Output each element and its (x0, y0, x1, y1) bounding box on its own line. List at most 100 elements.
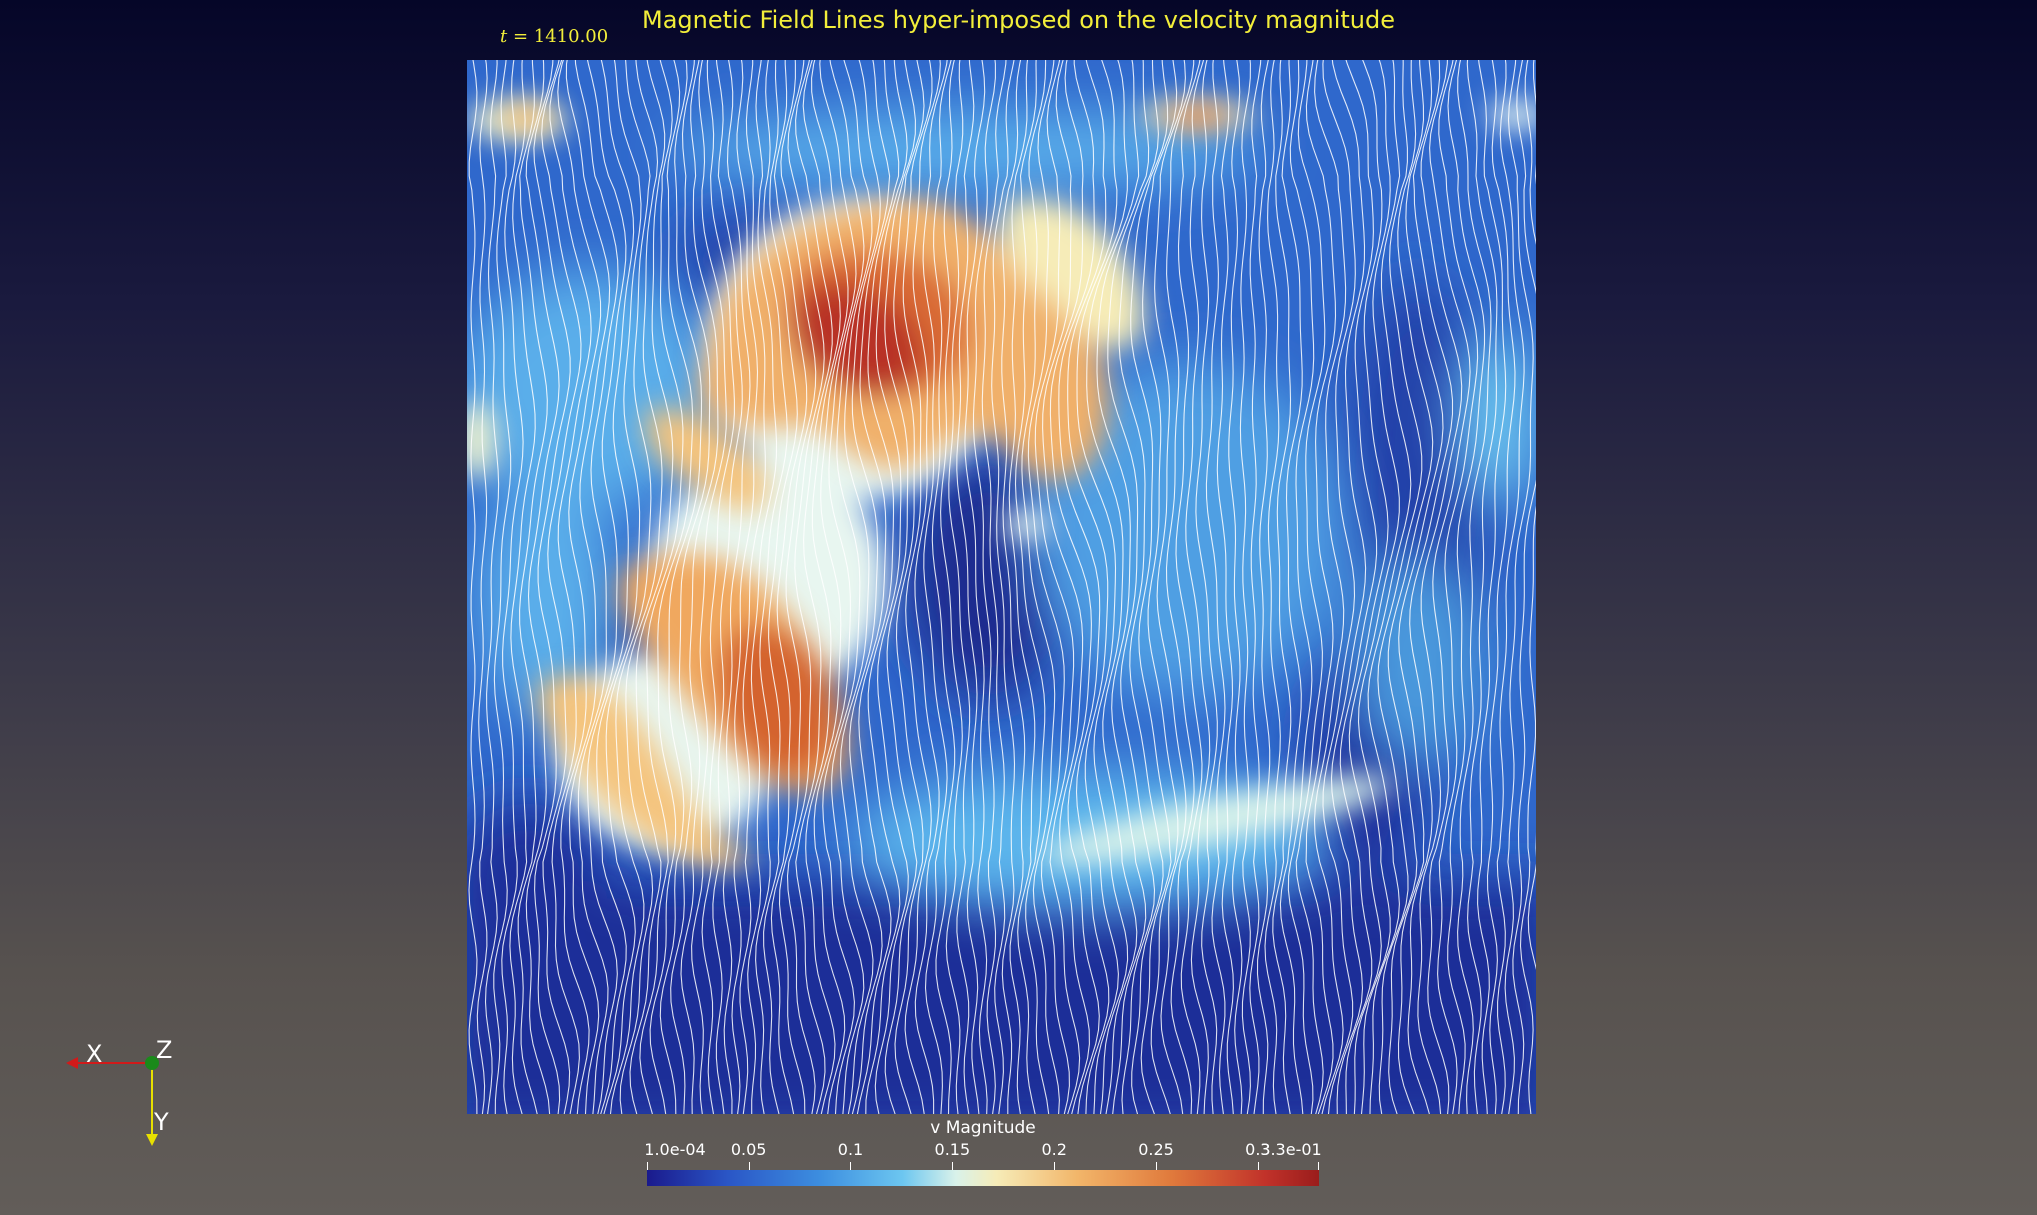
field-line (670, 60, 711, 1114)
field-line (1305, 60, 1337, 1114)
field-line (956, 60, 980, 1114)
field-line (1165, 60, 1195, 1114)
field-line (574, 60, 619, 1114)
field-line (1228, 60, 1243, 1114)
field-line (639, 60, 684, 1114)
plot-title: Magnetic Field Lines hyper-imposed on th… (0, 6, 2037, 34)
field-line (1279, 60, 1304, 1114)
field-line (1466, 60, 1498, 1114)
field-line (839, 60, 874, 1114)
field-line (755, 60, 788, 1114)
field-line (1239, 60, 1251, 1114)
field-line (1264, 60, 1281, 1114)
field-line (1427, 60, 1471, 1114)
field-line (1107, 60, 1156, 1114)
field-line (1367, 60, 1412, 1114)
color-legend-tick-label: 1.0e-04 (644, 1140, 706, 1159)
field-line (964, 60, 988, 1114)
field-line (1527, 60, 1536, 970)
color-legend-tick-mark (647, 1162, 648, 1170)
field-line (501, 60, 524, 1114)
y-axis-label: Y (154, 1108, 169, 1136)
field-line (1096, 60, 1147, 1114)
field-line (1008, 60, 1036, 1114)
field-line (586, 60, 627, 1114)
field-line (1407, 60, 1454, 1114)
field-line (1348, 60, 1389, 1114)
field-line (1042, 60, 1090, 1114)
field-line (1034, 60, 1081, 1114)
field-line (1067, 60, 1119, 1114)
field-line (948, 60, 971, 1114)
x-axis-arrow-icon (66, 1057, 78, 1069)
color-legend-ticks: 1.0e-04 0.05 0.1 0.15 0.2 0.25 0.3 3.3e-01 (644, 1140, 1322, 1164)
field-line (1205, 60, 1226, 1114)
color-legend-tick-label: 0.3 (1245, 1140, 1271, 1159)
color-legend-tick-mark (952, 1162, 954, 1170)
field-line (1086, 60, 1138, 1114)
field-line (557, 60, 602, 1114)
field-line (712, 60, 743, 1114)
field-line (1195, 60, 1218, 1114)
color-legend-tick-mark (748, 1162, 750, 1170)
field-line (763, 60, 798, 1114)
field-line (629, 60, 674, 1114)
field-line (1512, 60, 1536, 1114)
mid-velocity-regions (467, 110, 1536, 910)
field-line (786, 60, 825, 1114)
field-line (884, 60, 918, 1114)
color-legend-tick-mark (850, 1162, 852, 1170)
field-line (893, 60, 925, 1114)
field-line (747, 60, 778, 1114)
field-line (619, 60, 663, 1114)
field-line (565, 60, 611, 1114)
field-line (1216, 60, 1234, 1114)
time-value: = 1410.00 (507, 26, 609, 47)
field-line (493, 60, 512, 1114)
field-line (731, 60, 759, 1114)
field-line (829, 60, 865, 1114)
field-line (1001, 60, 1026, 1114)
field-line (1142, 60, 1179, 1114)
field-line (1377, 60, 1423, 1114)
field-line (1357, 60, 1400, 1114)
x-axis-label: X (86, 1040, 103, 1068)
field-line (468, 60, 478, 1114)
velocity-magnitude-field-view[interactable] (467, 60, 1536, 1114)
field-line (1477, 60, 1507, 1114)
field-line (1417, 60, 1463, 1114)
field-line (722, 60, 751, 1114)
field-line (596, 60, 635, 1114)
color-legend-tick-label: 0.15 (934, 1140, 971, 1159)
field-line (525, 60, 560, 1114)
color-legend-tick-label: 3.3e-01 (1260, 1140, 1322, 1159)
field-line (865, 60, 901, 1114)
field-render (467, 60, 1536, 1114)
field-line (1339, 60, 1378, 1114)
color-legend: v Magnitude 1.0e-04 0.05 0.1 0.15 0.2 0.25 0.3… (644, 1118, 1322, 1198)
field-line (1330, 60, 1367, 1114)
field-line (476, 60, 488, 1114)
field-line (1387, 60, 1434, 1114)
color-legend-tick-label: 0.25 (1138, 1140, 1174, 1159)
orientation-axes[interactable]: X Z Y (60, 1030, 200, 1150)
field-line (902, 60, 933, 1114)
field-line (739, 60, 766, 1114)
field-line (922, 60, 948, 1114)
color-legend-tick-mark (1318, 1162, 1319, 1170)
field-line (770, 60, 808, 1114)
field-line (1437, 60, 1479, 1114)
field-line (649, 60, 694, 1114)
field-line (940, 60, 963, 1114)
field-line (517, 60, 548, 1114)
field-line (972, 60, 997, 1114)
magnetic-field-lines (468, 60, 1536, 1114)
field-line (795, 60, 833, 1114)
field-line (533, 60, 571, 1114)
field-line (1027, 60, 1070, 1114)
field-line (849, 60, 883, 1114)
field-line (802, 60, 841, 1114)
time-symbol: t (500, 26, 508, 47)
color-legend-tick-mark (1156, 1162, 1158, 1170)
field-line (1457, 60, 1492, 1114)
